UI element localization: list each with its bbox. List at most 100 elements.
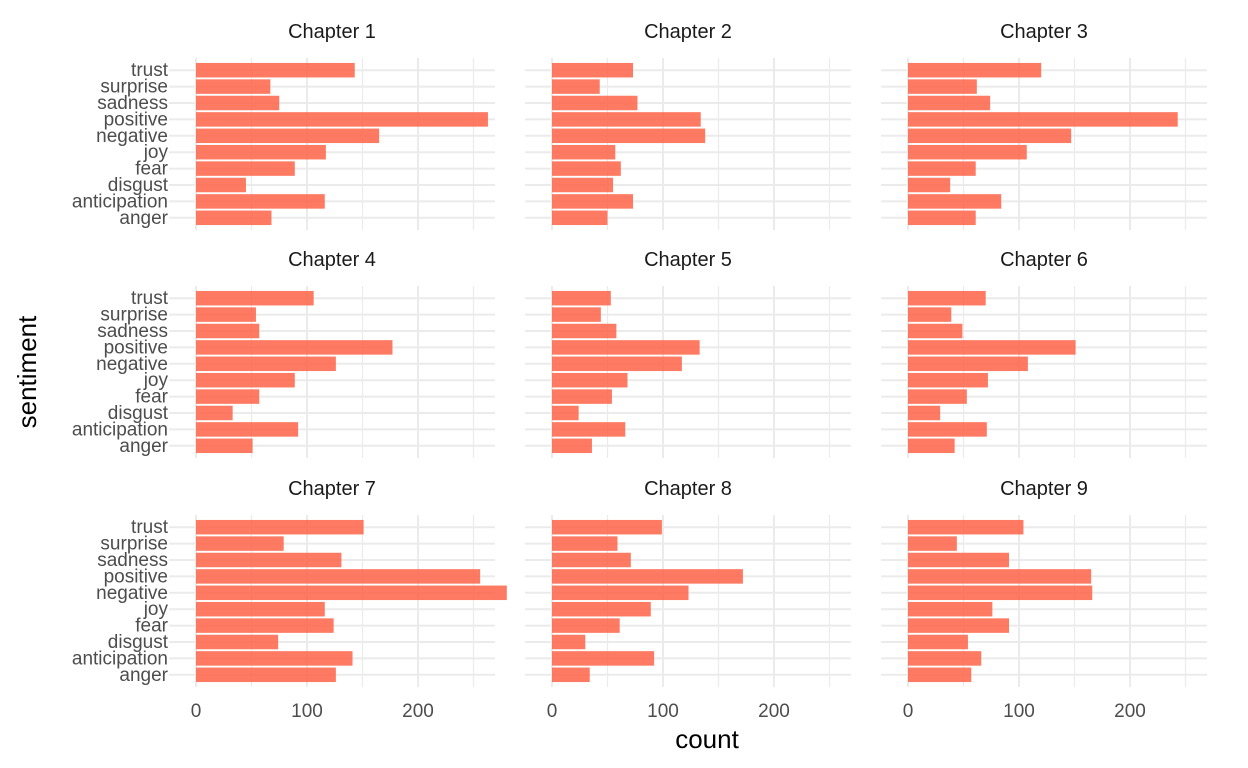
y-tick-label: surprise — [100, 305, 168, 326]
y-tick-label: joy — [143, 599, 169, 620]
y-tick-label: sadness — [97, 550, 168, 571]
bar-negative — [908, 356, 1028, 372]
bar-negative — [196, 356, 336, 372]
bar-trust — [908, 290, 986, 306]
y-tick-label: trust — [131, 60, 169, 81]
bar-joy — [908, 601, 993, 617]
x-tick-label: 0 — [903, 701, 914, 722]
y-tick-label: joy — [143, 142, 169, 163]
bar-surprise — [196, 536, 284, 551]
panel-title: Chapter 9 — [1000, 478, 1088, 500]
bar-sadness — [908, 552, 1010, 568]
bar-disgust — [196, 634, 279, 650]
y-tick-label: disgust — [108, 403, 169, 424]
bar-joy — [196, 144, 326, 160]
panel-title: Chapter 3 — [1000, 21, 1088, 43]
bar-sadness — [552, 552, 631, 568]
x-tick-label: 200 — [402, 701, 434, 722]
y-tick-label: anger — [119, 436, 168, 457]
y-tick-label: fear — [135, 159, 168, 180]
y-tick-label: anticipation — [72, 191, 168, 212]
bar-anticipation — [196, 194, 325, 209]
bar-trust — [552, 290, 611, 306]
bar-disgust — [908, 634, 968, 650]
bar-negative — [552, 585, 689, 601]
x-tick-label: 200 — [758, 701, 790, 722]
bar-positive — [908, 569, 1092, 584]
bar-anger — [552, 438, 592, 454]
bar-joy — [908, 372, 988, 388]
y-tick-label: anticipation — [72, 419, 168, 440]
bar-disgust — [908, 177, 951, 193]
bar-anger — [552, 210, 608, 226]
bar-disgust — [908, 405, 941, 421]
bar-positive — [552, 112, 701, 127]
bar-positive — [552, 569, 743, 584]
y-tick-label: anticipation — [72, 648, 168, 669]
bar-fear — [552, 161, 621, 176]
panel-title: Chapter 5 — [644, 249, 732, 271]
bar-trust — [196, 519, 364, 535]
bar-surprise — [908, 307, 952, 322]
bar-negative — [552, 356, 682, 372]
bar-negative — [908, 128, 1072, 144]
panel-title: Chapter 2 — [644, 21, 732, 43]
panel-title: Chapter 1 — [288, 21, 376, 43]
bar-anger — [908, 667, 972, 683]
bar-anticipation — [552, 651, 655, 666]
bar-joy — [552, 601, 651, 617]
bar-sadness — [552, 323, 617, 339]
bar-trust — [196, 62, 355, 78]
x-tick-label: 200 — [1114, 701, 1146, 722]
panel-chapter-5: Chapter 5 — [525, 249, 851, 458]
bar-surprise — [552, 536, 618, 551]
bar-positive — [196, 112, 488, 127]
bar-fear — [552, 389, 612, 404]
panel-chapter-8: Chapter 8 0 100 200 — [525, 478, 851, 722]
panel-chapter-1: Chapter 1 trustsurprisesadnesspositiveneg… — [72, 21, 495, 230]
y-tick-label: anger — [119, 208, 168, 229]
bar-negative — [196, 128, 380, 144]
panel-chapter-7: Chapter 7 trustsurprisesadnesspositiveneg… — [72, 478, 507, 722]
y-tick-label: fear — [135, 387, 168, 408]
bar-surprise — [908, 79, 977, 94]
y-axis-title: sentiment — [12, 315, 42, 428]
panel-title: Chapter 7 — [288, 478, 376, 500]
x-axis-title: count — [675, 724, 739, 754]
bar-fear — [196, 389, 260, 404]
y-tick-label: surprise — [100, 77, 168, 98]
bar-anger — [196, 438, 253, 454]
y-tick-label: trust — [131, 517, 169, 538]
bar-disgust — [196, 405, 233, 421]
bar-anticipation — [552, 422, 626, 437]
bar-anticipation — [552, 194, 634, 209]
bar-disgust — [552, 634, 586, 650]
bar-anticipation — [908, 194, 1002, 209]
bar-trust — [908, 62, 1042, 78]
panel-chapter-3: Chapter 3 — [881, 21, 1207, 230]
bar-positive — [196, 340, 393, 355]
bar-disgust — [552, 177, 614, 193]
bar-anger — [552, 667, 590, 683]
bar-anticipation — [196, 651, 353, 666]
bar-anticipation — [908, 422, 987, 437]
y-tick-label: joy — [143, 370, 169, 391]
y-tick-label: negative — [96, 583, 168, 604]
bar-disgust — [552, 405, 579, 421]
panel-title: Chapter 6 — [1000, 249, 1088, 271]
bar-sadness — [908, 323, 963, 339]
bar-joy — [196, 372, 295, 388]
y-tick-label: negative — [96, 354, 168, 375]
y-tick-label: trust — [131, 288, 169, 309]
y-tick-label: disgust — [108, 175, 169, 196]
bar-anger — [196, 667, 336, 683]
y-tick-label: fear — [135, 616, 168, 637]
bar-trust — [196, 290, 314, 306]
bar-surprise — [908, 536, 957, 551]
bar-joy — [552, 372, 628, 388]
bar-disgust — [196, 177, 246, 193]
bar-sadness — [908, 95, 991, 111]
panel-title: Chapter 8 — [644, 478, 732, 500]
bar-fear — [552, 618, 620, 633]
panel-chapter-9: Chapter 9 0 100 200 — [881, 478, 1207, 722]
